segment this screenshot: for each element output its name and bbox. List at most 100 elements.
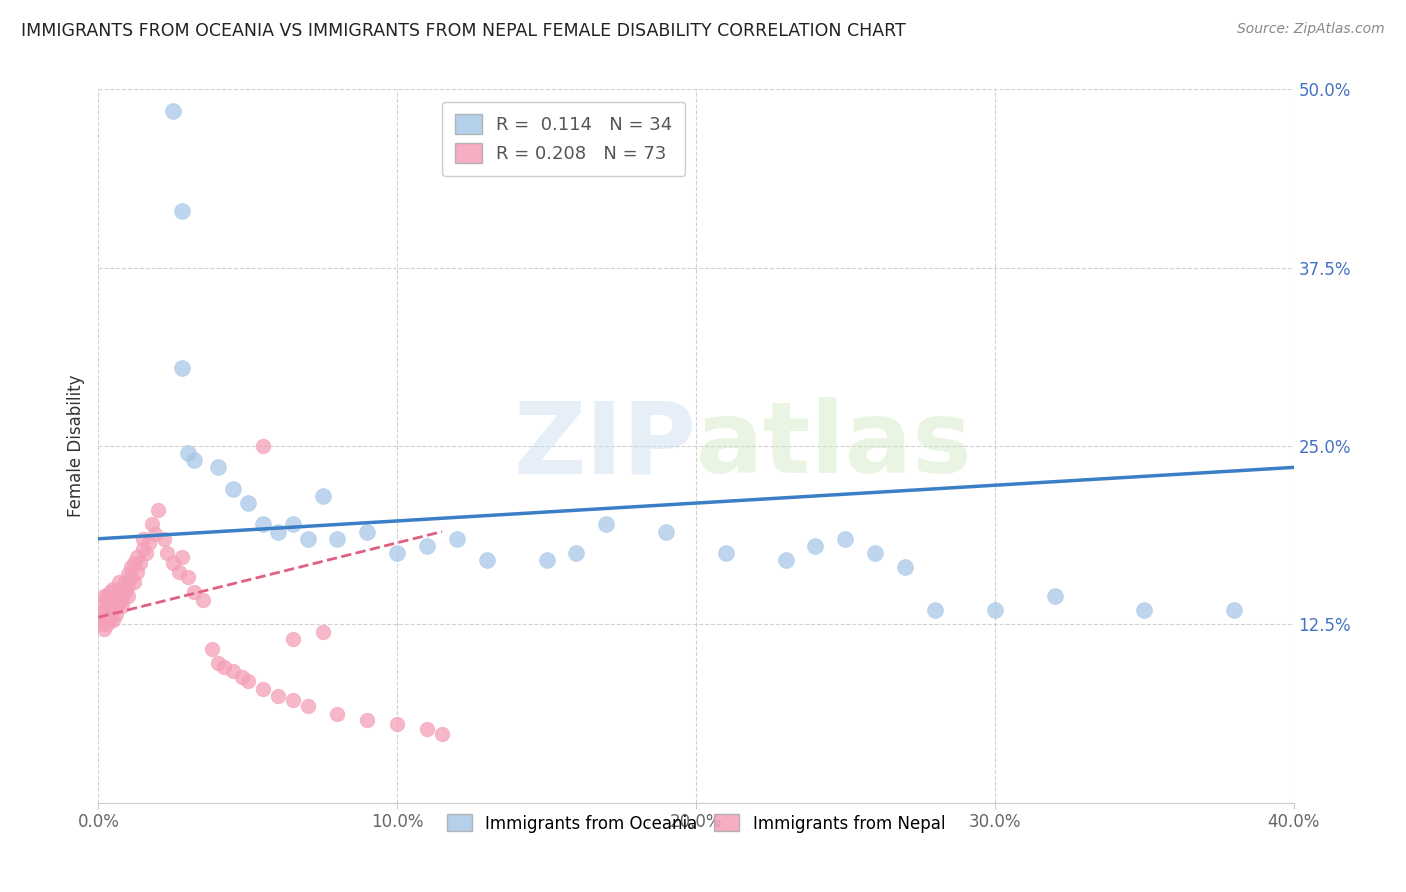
Point xyxy=(96,589,118,603)
Point xyxy=(1133,603,1156,617)
Point xyxy=(252,681,274,696)
Point xyxy=(120,560,142,574)
Point xyxy=(162,103,184,118)
Point xyxy=(117,589,139,603)
Point xyxy=(90,617,112,632)
Point xyxy=(536,553,558,567)
Point xyxy=(655,524,678,539)
Point xyxy=(143,527,166,541)
Point xyxy=(108,584,131,599)
Point xyxy=(127,565,149,579)
Point xyxy=(252,517,274,532)
Point xyxy=(103,593,125,607)
Point xyxy=(311,489,333,503)
Point xyxy=(105,599,128,613)
Text: ZIP: ZIP xyxy=(513,398,696,494)
Point xyxy=(311,624,333,639)
Point xyxy=(120,570,142,584)
Point xyxy=(267,689,290,703)
Point xyxy=(267,524,290,539)
Point xyxy=(129,556,152,570)
Point xyxy=(834,532,856,546)
Point xyxy=(356,713,378,727)
Point xyxy=(297,698,319,713)
Point xyxy=(565,546,588,560)
Point xyxy=(148,503,170,517)
Point xyxy=(90,596,112,610)
Point xyxy=(167,565,190,579)
Point xyxy=(93,589,115,603)
Point xyxy=(96,617,118,632)
Point xyxy=(894,560,917,574)
Point xyxy=(984,603,1007,617)
Point xyxy=(108,574,131,589)
Point xyxy=(475,553,498,567)
Point xyxy=(236,496,259,510)
Point xyxy=(117,579,139,593)
Point xyxy=(141,517,163,532)
Point xyxy=(430,727,453,741)
Point xyxy=(98,596,122,610)
Point xyxy=(1043,589,1066,603)
Point xyxy=(98,584,122,599)
Point xyxy=(177,446,200,460)
Point xyxy=(865,546,887,560)
Point xyxy=(385,546,409,560)
Point xyxy=(281,693,304,707)
Point xyxy=(326,532,349,546)
Point xyxy=(191,593,214,607)
Point xyxy=(172,550,194,565)
Point xyxy=(172,360,194,375)
Legend: Immigrants from Oceania, Immigrants from Nepal: Immigrants from Oceania, Immigrants from… xyxy=(439,806,953,841)
Point xyxy=(281,632,304,646)
Point xyxy=(222,482,245,496)
Point xyxy=(231,670,253,684)
Point xyxy=(111,599,134,613)
Point xyxy=(775,553,797,567)
Point xyxy=(714,546,737,560)
Point xyxy=(207,656,229,670)
Point xyxy=(177,570,200,584)
Point xyxy=(124,574,146,589)
Point xyxy=(356,524,378,539)
Point xyxy=(281,517,304,532)
Point xyxy=(1223,603,1246,617)
Point xyxy=(222,665,245,679)
Point xyxy=(98,607,122,622)
Point xyxy=(804,539,827,553)
Text: IMMIGRANTS FROM OCEANIA VS IMMIGRANTS FROM NEPAL FEMALE DISABILITY CORRELATION C: IMMIGRANTS FROM OCEANIA VS IMMIGRANTS FR… xyxy=(21,22,905,40)
Point xyxy=(201,641,224,656)
Point xyxy=(212,660,235,674)
Point xyxy=(96,610,118,624)
Point xyxy=(124,556,146,570)
Text: Source: ZipAtlas.com: Source: ZipAtlas.com xyxy=(1237,22,1385,37)
Point xyxy=(117,567,139,582)
Point xyxy=(297,532,319,546)
Point xyxy=(135,546,157,560)
Point xyxy=(103,582,125,596)
Point xyxy=(103,613,125,627)
Text: atlas: atlas xyxy=(696,398,973,494)
Point xyxy=(114,584,136,599)
Point xyxy=(127,550,149,565)
Point xyxy=(416,539,439,553)
Point xyxy=(105,607,128,622)
Point xyxy=(90,610,112,624)
Point xyxy=(105,589,128,603)
Point xyxy=(183,453,205,467)
Point xyxy=(98,613,122,627)
Point xyxy=(162,556,184,570)
Point xyxy=(111,593,134,607)
Point xyxy=(138,536,160,550)
Point xyxy=(103,603,125,617)
Point xyxy=(132,541,155,556)
Point xyxy=(446,532,468,546)
Point xyxy=(595,517,617,532)
Point xyxy=(385,717,409,731)
Point xyxy=(93,622,115,636)
Point xyxy=(153,532,176,546)
Point xyxy=(111,582,134,596)
Point xyxy=(172,203,194,218)
Point xyxy=(93,603,115,617)
Point xyxy=(416,722,439,736)
